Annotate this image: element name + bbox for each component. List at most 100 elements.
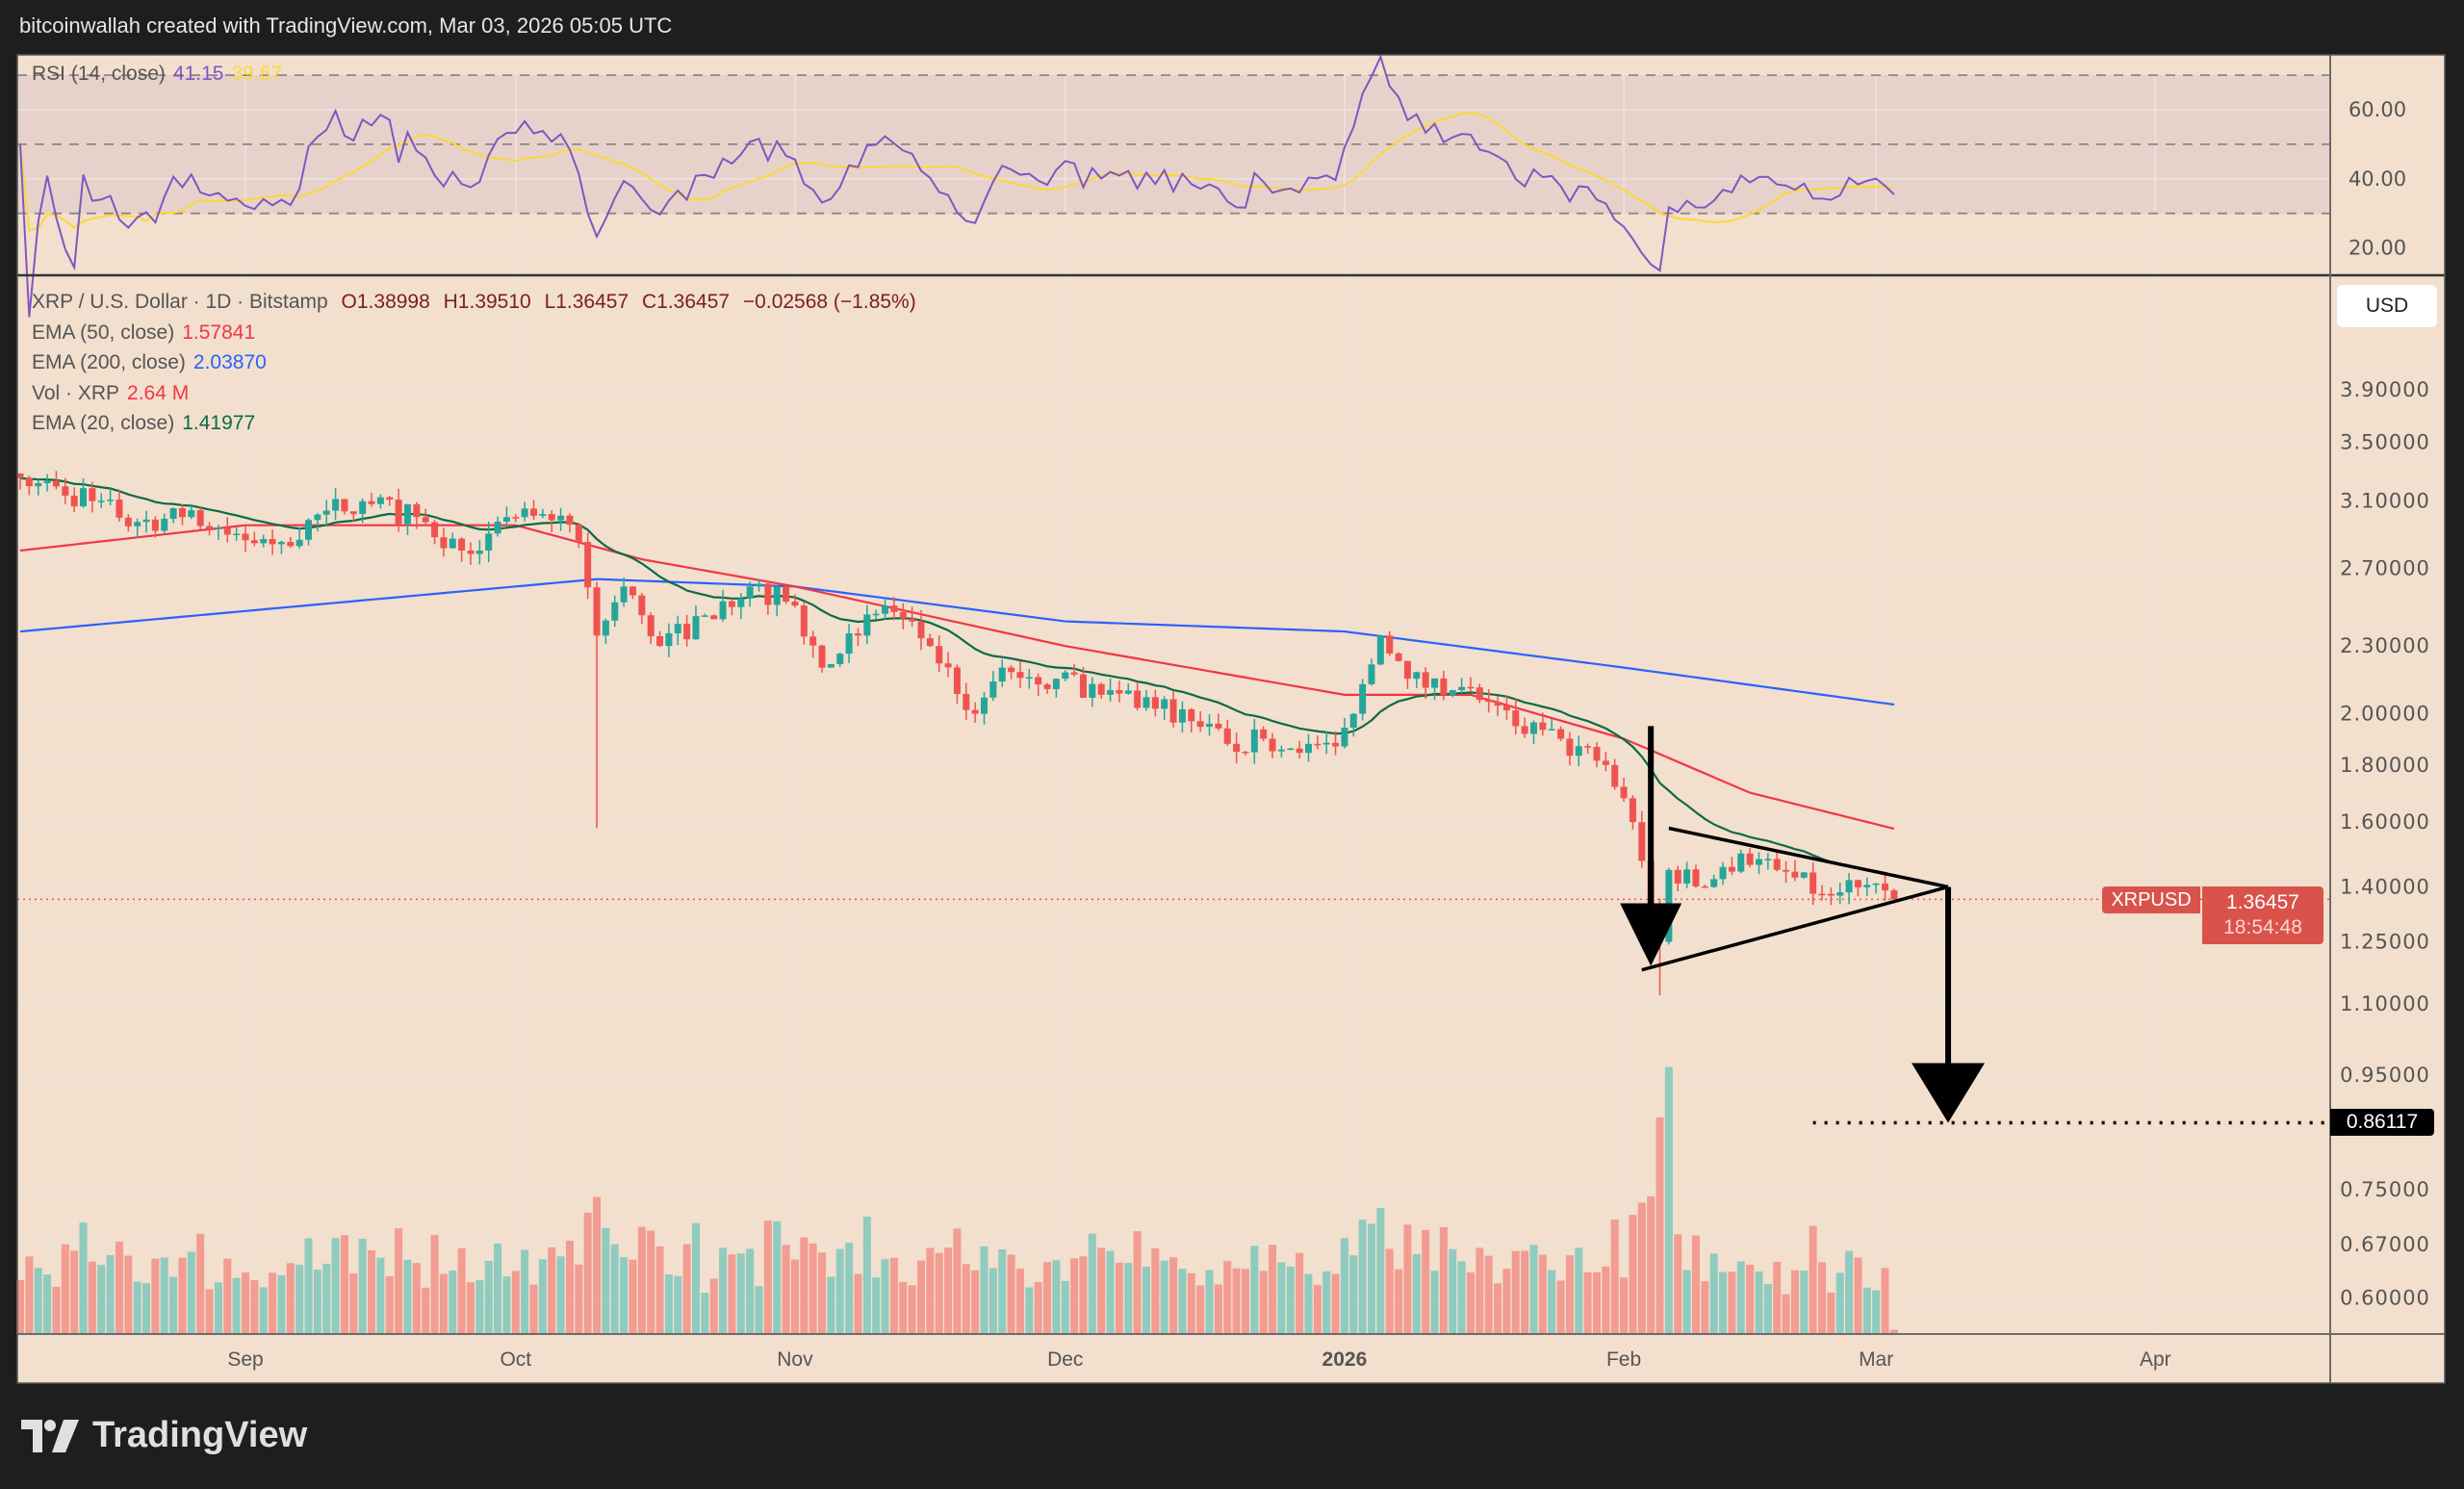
bar-countdown: 18:54:48 (2223, 916, 2302, 938)
candle-body (169, 508, 177, 520)
candle-body (917, 621, 925, 639)
price-axis[interactable]: 3.90000 3.50000 3.10000 2.70000 2.30000 2.000… (2340, 98, 2430, 1310)
candle-body (1016, 672, 1024, 679)
candle-body (1728, 866, 1735, 872)
symbol-title[interactable]: XRP / U.S. Dollar · 1D · Bitstamp (32, 291, 328, 313)
candle-body (1755, 859, 1762, 865)
candle-body (854, 633, 861, 636)
candle-body (242, 533, 249, 541)
candle-body (909, 618, 916, 622)
chart-background (17, 55, 2445, 1383)
ema200-line (19, 578, 1895, 706)
candle-body (647, 615, 654, 637)
volume-bar (1466, 1272, 1475, 1334)
volume-bar (610, 1244, 619, 1334)
volume-bar (1340, 1238, 1348, 1334)
candle-body (475, 551, 483, 554)
candle-body (1890, 890, 1898, 900)
volume-bar (1647, 1196, 1656, 1334)
volume-bar (1223, 1261, 1232, 1334)
candle-body (97, 501, 105, 502)
volume-legend[interactable]: Vol · XRP 2.64 M (32, 382, 196, 405)
volume-bar (205, 1289, 214, 1334)
candle-body (1386, 635, 1394, 654)
candle-body (368, 501, 375, 504)
candle-body (1593, 747, 1601, 761)
tradingview-logo[interactable]: TradingView (21, 1415, 307, 1456)
volume-bar (1476, 1247, 1484, 1334)
ema20-legend[interactable]: EMA (20, close) 1.41977 (32, 412, 263, 435)
ema50-label: EMA (50, close) (32, 321, 175, 344)
candle-body (1701, 886, 1708, 888)
candle-body (926, 638, 934, 647)
candle-body (800, 605, 808, 637)
candle-body (62, 486, 69, 496)
arrow-down-2-head-icon (1912, 1063, 1986, 1123)
volume-bar (1322, 1271, 1331, 1334)
volume-bar (214, 1282, 222, 1334)
volume-bar (1439, 1226, 1448, 1334)
ema200-legend[interactable]: EMA (200, close) 2.03870 (32, 351, 274, 374)
candle-body (1169, 699, 1177, 723)
volume-bar (1124, 1263, 1133, 1334)
volume-bar (1214, 1284, 1222, 1334)
volume-bar (1862, 1287, 1871, 1334)
price-tick-label: 0.75000 (2340, 1178, 2430, 1201)
volume-bar (449, 1271, 457, 1334)
ohlc-high: H1.39510 (443, 291, 531, 313)
candle-body (359, 501, 367, 514)
volume-label: Vol · XRP (32, 382, 120, 404)
volume-bar (187, 1251, 195, 1334)
volume-bar (701, 1293, 709, 1334)
tradingview-logo-icon (21, 1419, 79, 1452)
ema50-line (19, 524, 1895, 831)
candle-body (1242, 752, 1249, 754)
candle-body (1413, 672, 1421, 680)
volume-bar (575, 1264, 583, 1334)
candle-body (521, 508, 528, 518)
candle-body (1476, 687, 1483, 701)
time-tick-label: Oct (500, 1348, 531, 1371)
time-tick-label: Feb (1606, 1348, 1641, 1371)
volume-bar (151, 1258, 160, 1334)
volume-bar (647, 1230, 655, 1334)
price-tick-label: 0.95000 (2340, 1064, 2430, 1087)
candle-body (602, 620, 609, 636)
volume-bar (502, 1276, 511, 1334)
candle-body (1521, 726, 1528, 734)
candle-body (1548, 729, 1555, 731)
ema50-legend[interactable]: EMA (50, close) 1.57841 (32, 321, 263, 345)
currency-button[interactable]: USD (2337, 285, 2437, 327)
volume-bar (1232, 1268, 1241, 1334)
volume-bar (1304, 1273, 1313, 1334)
candle-body (1025, 677, 1033, 679)
candle-body (1314, 743, 1322, 746)
volume-bar (935, 1252, 943, 1334)
candle-body (332, 499, 340, 511)
volume-bar (1395, 1269, 1403, 1334)
volume-bar (953, 1228, 962, 1334)
time-axis[interactable]: Sep Oct Nov Dec 2026 Feb Mar Apr (227, 1348, 2170, 1371)
candle-body (250, 540, 258, 544)
candle-body (764, 583, 772, 605)
volume-bar (988, 1268, 997, 1334)
candle-body (1719, 866, 1727, 880)
volume-bar (556, 1256, 565, 1334)
candle-body (530, 508, 538, 516)
candle-body (638, 595, 646, 616)
volume-bar (70, 1250, 79, 1334)
target-price-label: 0.86117 (2330, 1109, 2434, 1136)
candle-body (827, 663, 834, 668)
volume-bar (818, 1252, 827, 1334)
candle-body (998, 667, 1006, 682)
current-price-label: 1.36457 18:54:48 (2202, 886, 2323, 944)
volume-bar (1277, 1262, 1286, 1334)
volume-bar (620, 1257, 629, 1334)
volume-bar (1800, 1271, 1809, 1334)
drawing-annotations[interactable] (1620, 726, 2330, 1125)
volume-pane (16, 1066, 1898, 1334)
volume-bar (602, 1227, 610, 1334)
volume-bar (467, 1282, 475, 1334)
candle-body (295, 539, 303, 547)
